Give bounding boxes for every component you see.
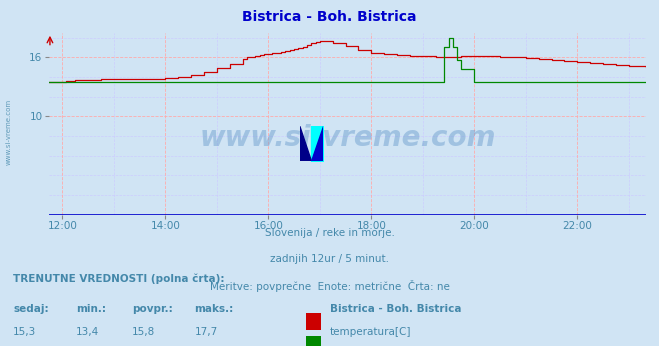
Text: 15,8: 15,8 xyxy=(132,327,155,337)
Text: Bistrica - Boh. Bistrica: Bistrica - Boh. Bistrica xyxy=(243,10,416,24)
Text: www.si-vreme.com: www.si-vreme.com xyxy=(5,98,11,165)
Text: temperatura[C]: temperatura[C] xyxy=(330,327,411,337)
Text: 15,3: 15,3 xyxy=(13,327,36,337)
Text: povpr.:: povpr.: xyxy=(132,304,173,315)
Text: Bistrica - Boh. Bistrica: Bistrica - Boh. Bistrica xyxy=(330,304,461,315)
Text: TRENUTNE VREDNOSTI (polna črta):: TRENUTNE VREDNOSTI (polna črta): xyxy=(13,273,225,284)
Text: Meritve: povprečne  Enote: metrične  Črta: ne: Meritve: povprečne Enote: metrične Črta:… xyxy=(210,280,449,292)
Polygon shape xyxy=(300,126,312,161)
Text: min.:: min.: xyxy=(76,304,106,315)
Text: www.si-vreme.com: www.si-vreme.com xyxy=(200,124,496,152)
Text: Slovenija / reke in morje.: Slovenija / reke in morje. xyxy=(264,228,395,238)
Text: sedaj:: sedaj: xyxy=(13,304,49,315)
Text: 13,4: 13,4 xyxy=(76,327,99,337)
Polygon shape xyxy=(312,126,323,161)
Text: maks.:: maks.: xyxy=(194,304,234,315)
Text: zadnjih 12ur / 5 minut.: zadnjih 12ur / 5 minut. xyxy=(270,254,389,264)
Text: 17,7: 17,7 xyxy=(194,327,217,337)
